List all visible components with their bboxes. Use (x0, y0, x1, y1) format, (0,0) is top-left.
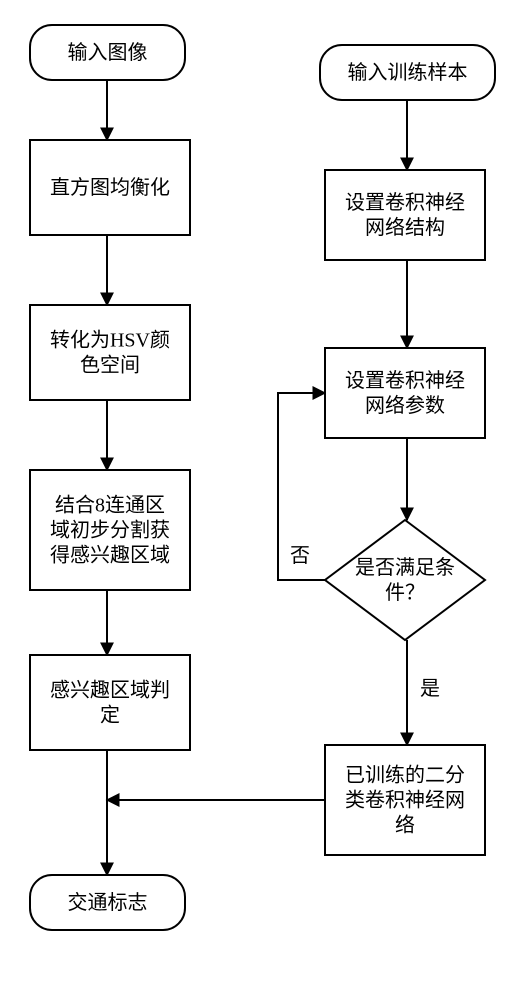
node-label: 结合8连通区 (55, 493, 165, 516)
node-label: 络 (395, 813, 415, 836)
node-label: 网络结构 (365, 216, 445, 239)
node-condition: 是否满足条件？ (325, 520, 485, 640)
node-trained_cnn: 已训练的二分类卷积神经网络 (325, 745, 485, 855)
node-label: 域初步分割获 (50, 518, 170, 541)
node-label: 类卷积神经网 (345, 788, 465, 811)
node-hsv: 转化为HSV颜色空间 (30, 305, 190, 400)
node-label: 得感兴趣区域 (50, 543, 170, 566)
node-label: 设置卷积神经 (345, 191, 465, 214)
node-traffic_sign: 交通标志 (30, 875, 185, 930)
node-roi_judge: 感兴趣区域判定 (30, 655, 190, 750)
node-label: 网络参数 (365, 394, 445, 417)
edge-label: 是 (420, 678, 440, 700)
nodes-layer: 输入图像直方图均衡化转化为HSV颜色空间结合8连通区域初步分割获得感兴趣区域感兴… (30, 25, 495, 930)
node-label: 定 (100, 703, 120, 726)
node-cnn_params: 设置卷积神经网络参数 (325, 348, 485, 438)
node-cnn_struct: 设置卷积神经网络结构 (325, 170, 485, 260)
node-label: 输入训练样本 (348, 61, 468, 84)
node-roi_extract: 结合8连通区域初步分割获得感兴趣区域 (30, 470, 190, 590)
edge-label: 否 (290, 545, 310, 567)
node-label: 是否满足条 (355, 556, 455, 579)
node-hist_eq: 直方图均衡化 (30, 140, 190, 235)
node-label: 设置卷积神经 (345, 369, 465, 392)
node-label: 交通标志 (68, 891, 148, 914)
node-label: 件？ (385, 581, 425, 604)
node-label: 已训练的二分 (345, 763, 465, 786)
node-start_left: 输入图像 (30, 25, 185, 80)
node-start_right: 输入训练样本 (320, 45, 495, 100)
node-label: 转化为HSV颜 (50, 328, 170, 351)
node-label: 感兴趣区域判 (50, 678, 170, 701)
node-label: 直方图均衡化 (50, 176, 170, 199)
node-label: 输入图像 (68, 41, 148, 64)
node-label: 色空间 (80, 353, 140, 376)
